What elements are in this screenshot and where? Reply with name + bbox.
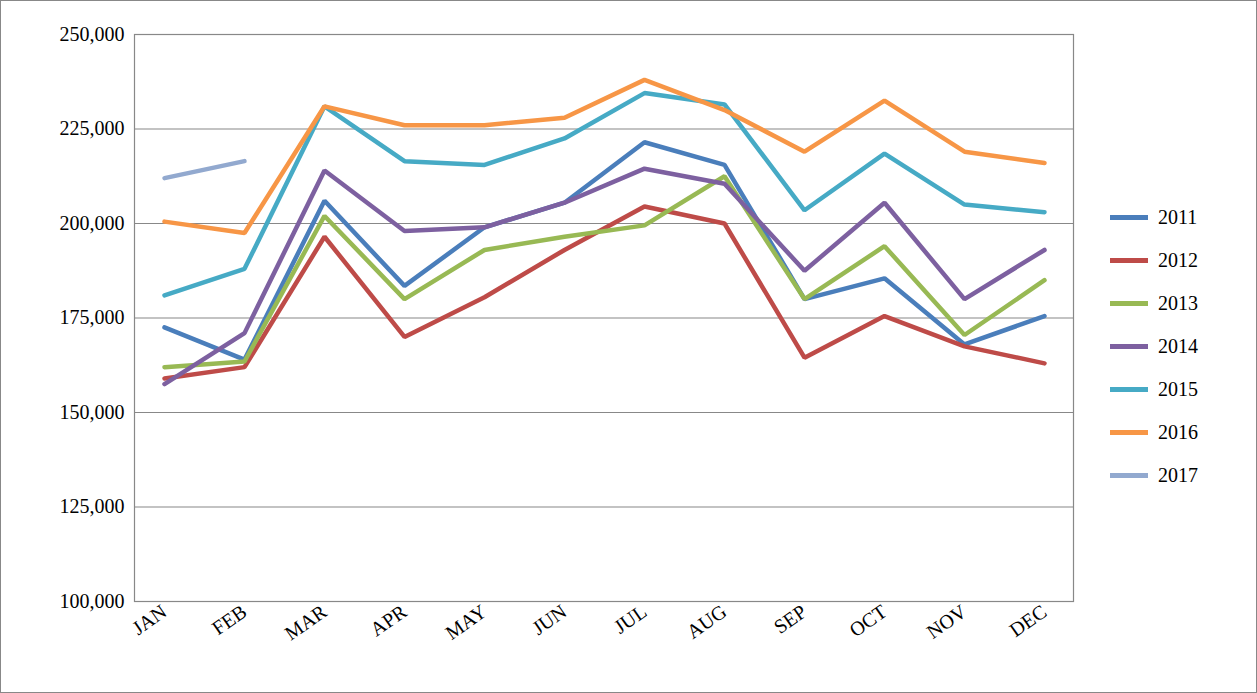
html-text:2015: 2015 bbox=[1158, 378, 1198, 400]
svg-text:SEP: SEP bbox=[770, 600, 811, 638]
svg-text:100,000: 100,000 bbox=[60, 590, 125, 612]
svg-text:DEC: DEC bbox=[1005, 600, 1050, 641]
html-text:2011: 2011 bbox=[1158, 206, 1198, 228]
svg-text:JUN: JUN bbox=[528, 600, 571, 639]
svg-text:FEB: FEB bbox=[208, 600, 251, 639]
svg-text:175,000: 175,000 bbox=[60, 306, 125, 328]
svg-text:200,000: 200,000 bbox=[60, 212, 125, 234]
svg-text:JAN: JAN bbox=[128, 600, 171, 639]
html-text:2017: 2017 bbox=[1158, 464, 1198, 486]
svg-text:125,000: 125,000 bbox=[60, 495, 125, 517]
html-text:2014: 2014 bbox=[1158, 335, 1198, 357]
svg-text:OCT: OCT bbox=[845, 600, 890, 641]
svg-text:JUL: JUL bbox=[610, 600, 651, 638]
html-text:2016: 2016 bbox=[1158, 421, 1198, 443]
svg-text:MAR: MAR bbox=[281, 600, 331, 645]
svg-text:MAY: MAY bbox=[441, 600, 490, 644]
svg-text:APR: APR bbox=[366, 600, 411, 641]
svg-text:225,000: 225,000 bbox=[60, 117, 125, 139]
html-text:2013: 2013 bbox=[1158, 292, 1198, 314]
svg-text:150,000: 150,000 bbox=[60, 401, 125, 423]
svg-text:NOV: NOV bbox=[922, 600, 971, 643]
svg-text:AUG: AUG bbox=[682, 600, 730, 643]
html-text:2012: 2012 bbox=[1158, 249, 1198, 271]
svg-text:250,000: 250,000 bbox=[60, 23, 125, 45]
